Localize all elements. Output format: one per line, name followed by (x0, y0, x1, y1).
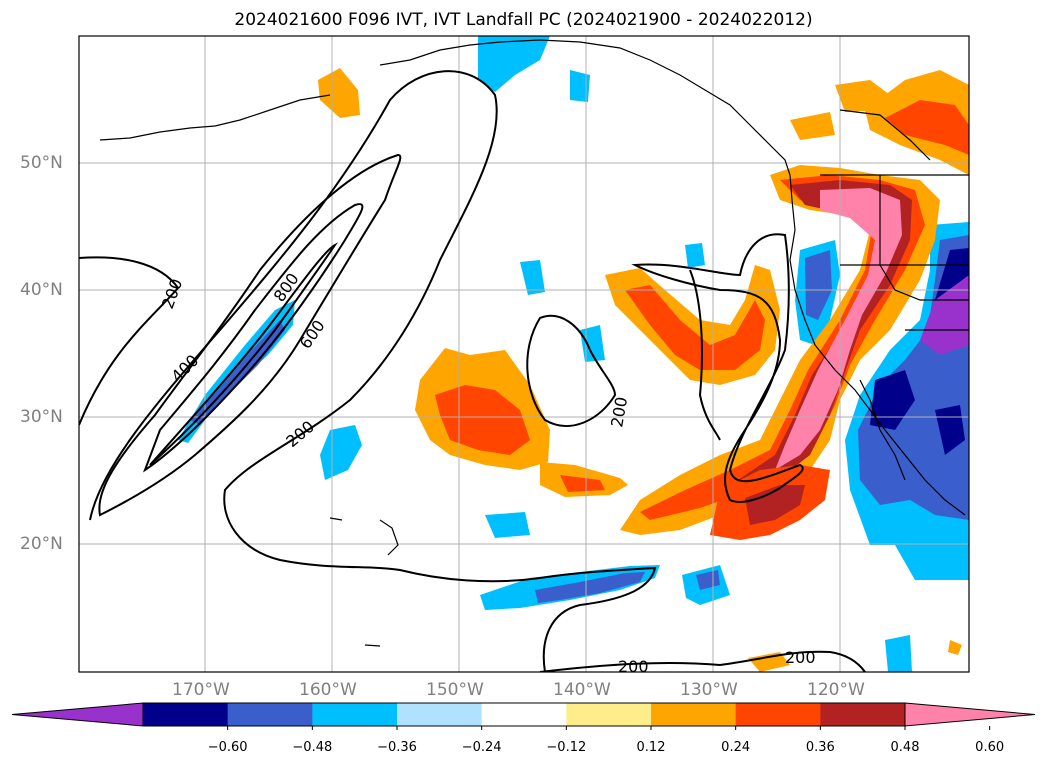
lat-label-50n: 50°N (20, 153, 63, 173)
colorbar-tick-label: 0.24 (721, 740, 751, 755)
coastlines (99, 39, 969, 647)
colorbar-tick-label: 0.12 (636, 740, 666, 755)
colorbar-tick-label: −0.60 (207, 740, 248, 755)
colorbar-segment (651, 703, 737, 726)
colorbar-segment (143, 703, 229, 726)
lon-label-160w: 160°W (299, 680, 357, 700)
contour-label-200-bottom: 200 (618, 657, 649, 676)
colorbar-segment (481, 703, 567, 726)
ivt-contours (79, 70, 866, 672)
colorbar-extend-max (904, 702, 1036, 727)
lat-label-40n: 40°N (20, 280, 63, 300)
colorbar-tick-label: −0.36 (377, 740, 417, 755)
contour-label-200-mid: 200 (607, 395, 631, 428)
lon-label-130w: 130°W (680, 680, 738, 700)
colorbar-tick-label: −0.48 (292, 740, 333, 755)
lon-label-170w: 170°W (172, 680, 230, 700)
lat-label-30n: 30°N (20, 407, 63, 427)
contour-label-200-bottom-right: 200 (785, 648, 816, 667)
contour-label-200-west: 200 (158, 276, 186, 311)
colorbar-tick-label: 0.48 (890, 740, 920, 755)
contour-label-800: 800 (270, 269, 303, 305)
lon-label-120w: 120°W (807, 680, 865, 700)
colorbar-frame (142, 702, 906, 727)
colorbar-segment (735, 703, 821, 726)
map-title: 2024021600 F096 IVT, IVT Landfall PC (20… (234, 10, 813, 30)
lat-label-20n: 20°N (20, 534, 63, 554)
contour-label-200-south: 200 (282, 417, 318, 451)
colorbar-segment (566, 703, 652, 726)
plot-frame (78, 35, 970, 673)
lon-label-140w: 140°W (553, 680, 611, 700)
positive-pc-shading (318, 68, 969, 672)
colorbar-segment (820, 703, 906, 726)
colorbar-extend-min (11, 702, 144, 727)
colorbar-segment (312, 703, 398, 726)
colorbar-tick-label: −0.24 (461, 740, 502, 755)
colorbar-segment (227, 703, 313, 726)
colorbar-tick-label: −0.12 (546, 740, 587, 755)
lon-label-150w: 150°W (426, 680, 484, 700)
colorbar-tick-label: 0.60 (975, 740, 1005, 755)
colorbar-segment (397, 703, 483, 726)
colorbar-tick-label: 0.36 (805, 740, 835, 755)
colorbar (11, 702, 1036, 730)
contour-label-600: 600 (296, 316, 329, 352)
